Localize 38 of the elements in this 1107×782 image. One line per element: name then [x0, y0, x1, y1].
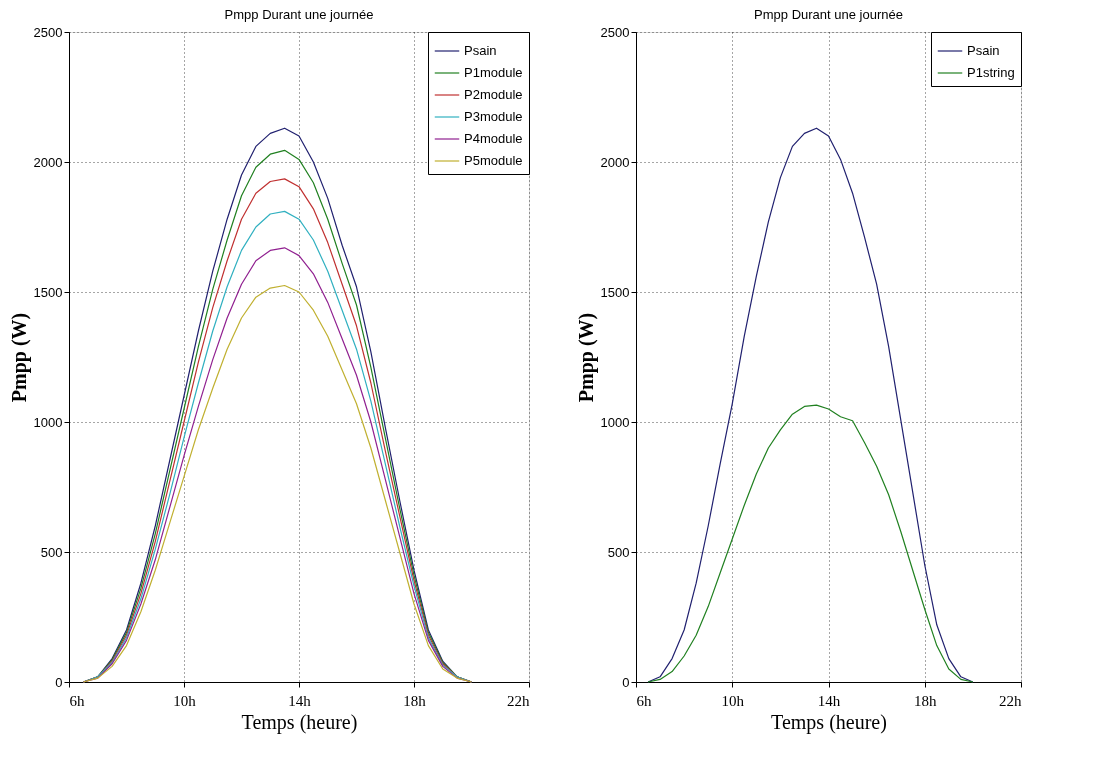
legend-label: Psain [967, 43, 1000, 58]
legend-label: P2module [464, 87, 523, 102]
legend-label: P4module [464, 131, 523, 146]
x-axis-title: Temps (heure) [771, 710, 887, 734]
legend-label: P5module [464, 153, 523, 168]
y-tick-label: 500 [607, 544, 630, 560]
line-series [647, 404, 974, 683]
legend-label: P3module [464, 109, 523, 124]
line-series [647, 127, 974, 683]
y-tick-label: 500 [40, 544, 63, 560]
x-tick-label: 6h [69, 692, 85, 709]
x-tick-label: 18h [403, 692, 427, 709]
legend-label: P1string [967, 65, 1015, 80]
x-tick-label: 10h [173, 692, 197, 709]
y-tick-label: 2500 [33, 24, 63, 40]
x-tick-label: 22h [507, 692, 530, 709]
y-tick-label: 0 [622, 674, 630, 690]
y-axis-title: Pmpp (W) [7, 312, 31, 403]
y-tick-label: 1000 [600, 414, 630, 430]
y-tick-label: 1000 [33, 414, 63, 430]
chart-title: Pmpp Durant une journée [754, 7, 903, 22]
x-tick-label: 10h [721, 692, 745, 709]
x-axis-title: Temps (heure) [241, 710, 358, 734]
chart-title: Pmpp Durant une journée [224, 7, 374, 22]
y-axis-title: Pmpp (W) [574, 312, 598, 403]
y-tick-label: 2000 [600, 154, 630, 170]
x-tick-label: 6h [636, 692, 652, 709]
y-tick-label: 2000 [33, 154, 63, 170]
x-tick-label: 14h [288, 692, 312, 709]
x-tick-label: 22h [999, 692, 1022, 709]
y-tick-label: 1500 [33, 284, 63, 300]
legend-label: P1module [464, 65, 523, 80]
y-tick-label: 0 [55, 674, 63, 690]
y-tick-label: 2500 [600, 24, 630, 40]
x-tick-label: 14h [817, 692, 841, 709]
y-tick-label: 1500 [600, 284, 630, 300]
x-tick-label: 18h [914, 692, 937, 709]
legend-label: Psain [464, 43, 497, 58]
